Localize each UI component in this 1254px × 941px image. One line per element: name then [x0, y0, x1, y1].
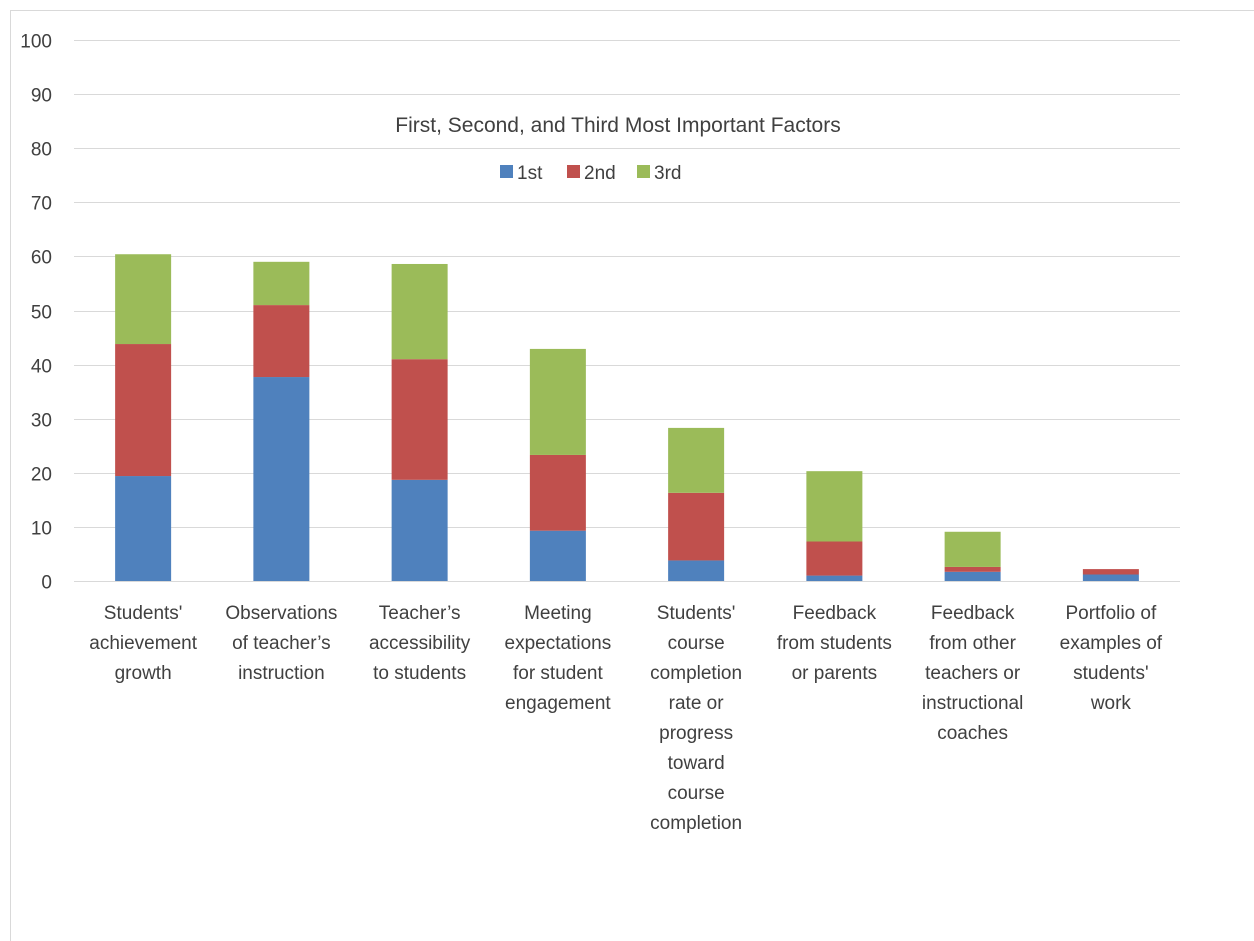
- bar-segment-3rd: [391, 263, 448, 360]
- legend: 1st 2nd 3rd: [500, 163, 681, 184]
- x-tick-label-line: examples of: [1060, 633, 1163, 654]
- bar-segment-3rd: [944, 531, 1001, 567]
- x-tick-label-line: growth: [115, 663, 172, 684]
- x-tick-label-line: Observations: [225, 603, 337, 624]
- chart-frame: [10, 10, 1254, 941]
- x-tick-label: Feedback from other teachers or instruction…: [922, 603, 1023, 744]
- chart-title: First, Second, and Third Most Important …: [395, 114, 840, 137]
- x-tick-label-line: of teacher’s: [232, 633, 331, 654]
- bar-segment-3rd: [253, 261, 310, 306]
- bar-segment-1st: [391, 479, 448, 581]
- y-tick-label: 70: [31, 194, 52, 215]
- x-tick-label-line: Feedback: [931, 603, 1015, 624]
- bar-segment-1st: [944, 571, 1001, 581]
- axes: 0 10 20 30 40 50 60 70 80 90 100 Students' achieveme…: [20, 32, 1180, 834]
- x-tick-label-line: achievement: [89, 633, 197, 654]
- bar-segment-1st: [1082, 574, 1139, 581]
- bar-segment-2nd: [1082, 569, 1139, 575]
- bar-segment-2nd: [253, 305, 310, 378]
- x-tick-label-line: work: [1090, 693, 1132, 714]
- legend-label-2nd: 2nd: [584, 163, 616, 184]
- x-tick-label-line: course: [668, 783, 725, 804]
- y-tick-label: 20: [31, 465, 52, 486]
- bar-segment-3rd: [806, 471, 863, 542]
- x-tick-label-line: instructional: [922, 693, 1023, 714]
- bar-segment-2nd: [668, 492, 725, 561]
- x-tick-label-line: Feedback: [793, 603, 877, 624]
- x-tick-label-line: instruction: [238, 663, 325, 684]
- x-tick-label: Teacher’s accessibility to students: [369, 603, 471, 684]
- x-tick-label-line: completion: [650, 813, 742, 834]
- bar-segment-2nd: [806, 541, 863, 576]
- x-tick-label-line: for student: [513, 663, 603, 684]
- x-tick-label-line: accessibility: [369, 633, 471, 654]
- x-tick-label-line: engagement: [505, 693, 611, 714]
- x-tick-label-line: students': [1073, 663, 1148, 684]
- y-tick-label: 10: [31, 519, 52, 540]
- x-tick-label: Meeting expectations for student engagement: [505, 603, 612, 714]
- x-tick-label-line: coaches: [937, 723, 1008, 744]
- x-tick-label: Observations of teacher’s instruction: [225, 603, 337, 684]
- x-tick-label-line: progress: [659, 723, 733, 744]
- bar-segment-2nd: [115, 344, 172, 477]
- legend-swatch-2nd: [567, 165, 580, 178]
- x-tick-label: Feedback from students or parents: [777, 603, 892, 684]
- y-tick-label: 90: [31, 86, 52, 107]
- y-tick-label: 30: [31, 411, 52, 432]
- bar-segment-2nd: [391, 359, 448, 480]
- bar-segment-1st: [668, 560, 725, 581]
- x-tick-label-line: rate or: [669, 693, 725, 714]
- x-tick-label-line: toward: [668, 753, 725, 774]
- x-tick-label-line: from students: [777, 633, 892, 654]
- legend-swatch-1st: [500, 165, 513, 178]
- y-tick-label: 40: [31, 357, 52, 378]
- y-tick-label: 100: [20, 32, 52, 53]
- x-tick-label-line: or parents: [792, 663, 878, 684]
- y-tick-label: 60: [31, 248, 52, 269]
- bar-segment-2nd: [944, 566, 1001, 572]
- bar-segment-1st: [529, 530, 586, 581]
- x-tick-label-line: to students: [373, 663, 466, 684]
- bar-segment-1st: [806, 575, 863, 581]
- x-tick-label: Students' achievement growth: [89, 603, 197, 684]
- y-tick-label: 0: [41, 573, 52, 594]
- bar-segment-2nd: [529, 454, 586, 531]
- legend-swatch-3rd: [637, 165, 650, 178]
- bars: [115, 254, 1139, 581]
- x-tick-label-line: Teacher’s: [379, 603, 461, 624]
- y-tick-label: 80: [31, 140, 52, 161]
- bar-segment-3rd: [529, 348, 586, 455]
- legend-label-3rd: 3rd: [654, 163, 681, 184]
- x-tick-label-line: course: [668, 633, 725, 654]
- bar-segment-3rd: [115, 254, 172, 345]
- bar-segment-1st: [115, 476, 172, 581]
- x-tick-label-line: Portfolio of: [1065, 603, 1157, 624]
- x-tick-label-line: completion: [650, 663, 742, 684]
- legend-label-1st: 1st: [517, 163, 543, 184]
- x-tick-label-line: teachers or: [925, 663, 1021, 684]
- x-tick-label: Portfolio of examples of students' work: [1060, 603, 1163, 714]
- x-tick-label-line: from other: [929, 633, 1016, 654]
- x-tick-label-line: expectations: [505, 633, 612, 654]
- x-tick-label: Students' course completion rate or progress…: [650, 603, 742, 834]
- bar-segment-3rd: [668, 427, 725, 493]
- x-tick-label-line: Students': [104, 603, 183, 624]
- x-tick-label-line: Students': [657, 603, 736, 624]
- bar-segment-1st: [253, 377, 310, 581]
- y-tick-label: 50: [31, 303, 52, 324]
- x-tick-label-line: Meeting: [524, 603, 592, 624]
